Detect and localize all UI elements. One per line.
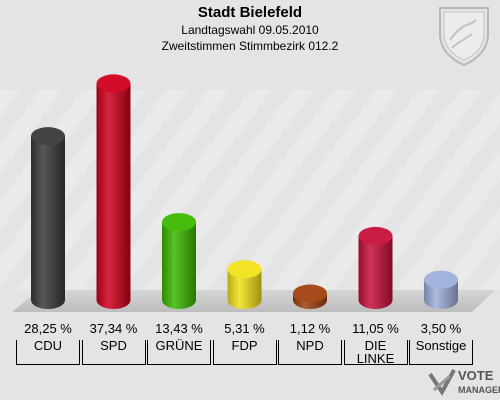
category-bracket — [278, 340, 342, 365]
bar-top — [227, 260, 262, 279]
value-label: 28,25 % — [24, 321, 72, 336]
value-label: 1,12 % — [289, 321, 331, 336]
category-label: CDU — [33, 338, 63, 353]
bar-top — [162, 213, 196, 232]
bar-body — [162, 222, 196, 309]
value-label: 37,34 % — [89, 321, 138, 336]
vote-manager-logo-icon — [428, 369, 456, 396]
bar-npd — [293, 284, 327, 309]
background-stripe — [312, 90, 482, 290]
category-bracket — [409, 340, 473, 365]
bar-grüne — [162, 213, 196, 309]
chart-subtitle-2: Zweitstimmen Stimmbezirk 012.2 — [161, 39, 339, 53]
bar-top — [424, 270, 458, 289]
bar-body — [227, 269, 262, 309]
chart-title: Stadt Bielefeld — [197, 4, 303, 21]
value-label: 11,05 % — [352, 321, 399, 336]
background-stripe — [396, 149, 500, 290]
logo-vote-text: VOTE — [458, 368, 494, 383]
category-label: NPD — [296, 338, 324, 353]
category-label: DIE LINKE — [356, 338, 395, 366]
background-stripe — [0, 90, 62, 174]
coat-of-arms-icon — [439, 7, 489, 67]
background-stripe — [186, 90, 356, 290]
category-bracket — [81, 340, 146, 365]
bar-sonstige — [424, 270, 458, 309]
bar-top — [293, 284, 327, 303]
bar-top — [31, 127, 65, 146]
bar-spd — [96, 74, 131, 309]
background-stripe — [480, 262, 500, 290]
background-stripe — [0, 90, 20, 118]
background-stripes — [0, 90, 500, 290]
bar-cdu — [31, 127, 65, 309]
category-label: SPD — [100, 338, 127, 353]
logo-manager-text: MANAGER — [458, 385, 500, 395]
value-label: 3,50 % — [420, 321, 462, 336]
value-label: 5,31 % — [224, 321, 265, 336]
category-bracket — [343, 340, 408, 365]
background-stripe — [438, 206, 500, 290]
bar-body — [31, 136, 65, 309]
category-label: Sonstige — [415, 338, 467, 353]
bar-top — [358, 226, 393, 245]
bar-die-linke — [358, 226, 393, 309]
chart-subtitle: Landtagswahl 09.05.2010 — [181, 23, 319, 37]
bar-top — [96, 74, 131, 93]
background-stripe — [228, 90, 398, 290]
background-stripe — [102, 90, 272, 290]
category-bracket — [212, 340, 277, 365]
category-bracket — [147, 340, 211, 365]
background-stripe — [270, 90, 440, 290]
category-bracket — [16, 340, 80, 365]
value-label: 13,43 % — [155, 321, 203, 336]
category-label: FDP — [231, 338, 258, 353]
category-label: GRÜNE — [155, 338, 203, 353]
bar-body — [96, 83, 131, 309]
bar-fdp — [227, 260, 262, 309]
bar-body — [358, 235, 393, 309]
